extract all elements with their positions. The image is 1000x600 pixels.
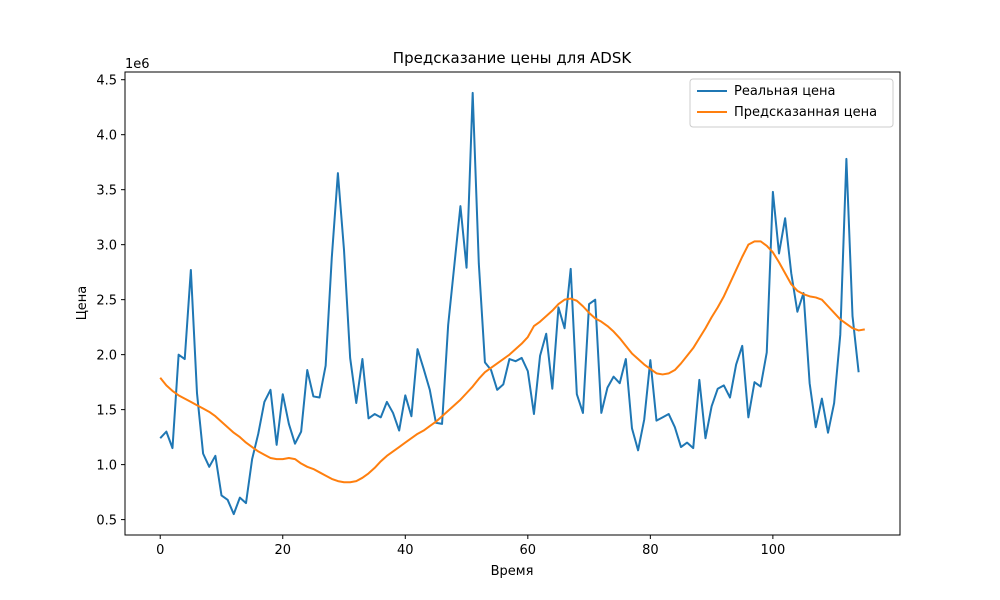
y-tick-label: 4.0 bbox=[96, 129, 117, 144]
x-tick-label: 80 bbox=[642, 543, 659, 558]
y-tick-label: 4.5 bbox=[96, 74, 117, 89]
y-axis-label: Цена bbox=[75, 286, 90, 321]
chart-title: Предсказание цены для ADSK bbox=[393, 49, 633, 67]
y-tick-label: 3.5 bbox=[96, 184, 117, 199]
y-tick-label: 2.0 bbox=[96, 349, 117, 364]
x-tick-label: 0 bbox=[156, 543, 164, 558]
y-tick-label: 1.0 bbox=[96, 459, 117, 474]
plot-area bbox=[124, 71, 901, 536]
series-line-predicted bbox=[159, 240, 865, 484]
x-tick-label: 40 bbox=[397, 543, 414, 558]
y-tick-label: 2.5 bbox=[96, 294, 117, 309]
y-axis: 0.5 1.0 1.5 2.0 2.5 3.0 3.5 4.0 4.5 bbox=[96, 74, 125, 529]
x-tick-label: 20 bbox=[274, 543, 291, 558]
y-tick-label: 3.0 bbox=[96, 239, 117, 254]
y-axis-multiplier: 1e6 bbox=[125, 57, 150, 72]
y-tick-label: 1.5 bbox=[96, 404, 117, 419]
x-axis: 0 20 40 60 80 100 bbox=[156, 535, 785, 558]
legend: Реальная цена Предсказанная цена bbox=[689, 78, 894, 128]
legend-label-predicted: Предсказанная цена bbox=[734, 105, 877, 120]
x-axis-label: Время bbox=[491, 564, 534, 579]
x-tick-label: 60 bbox=[520, 543, 537, 558]
x-tick-label: 100 bbox=[760, 543, 785, 558]
series-line-real bbox=[159, 91, 860, 516]
legend-label-real: Реальная цена bbox=[734, 84, 836, 99]
series-group bbox=[159, 91, 865, 516]
y-tick-label: 0.5 bbox=[96, 514, 117, 529]
legend-box bbox=[689, 78, 894, 128]
